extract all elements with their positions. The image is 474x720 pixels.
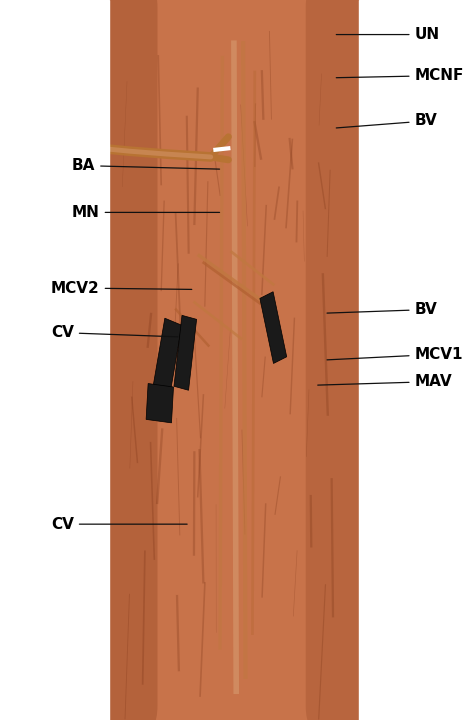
Bar [359, 0, 463, 720]
Bar [0, 0, 109, 720]
Text: CV: CV [51, 517, 187, 531]
Polygon shape [174, 315, 197, 390]
Polygon shape [146, 384, 173, 423]
Text: UN: UN [336, 27, 440, 42]
Text: CV: CV [51, 325, 178, 340]
FancyBboxPatch shape [306, 0, 371, 720]
Polygon shape [260, 292, 287, 364]
Polygon shape [152, 318, 182, 402]
Text: MN: MN [72, 205, 219, 220]
Text: BV: BV [336, 114, 438, 128]
Text: BA: BA [72, 158, 219, 173]
Text: MCNF: MCNF [336, 68, 464, 83]
Text: MCV2: MCV2 [51, 281, 192, 295]
FancyBboxPatch shape [92, 0, 157, 720]
Text: BV: BV [327, 302, 438, 317]
FancyBboxPatch shape [83, 0, 380, 720]
Text: MCV1: MCV1 [327, 347, 463, 361]
Text: MAV: MAV [318, 374, 452, 389]
